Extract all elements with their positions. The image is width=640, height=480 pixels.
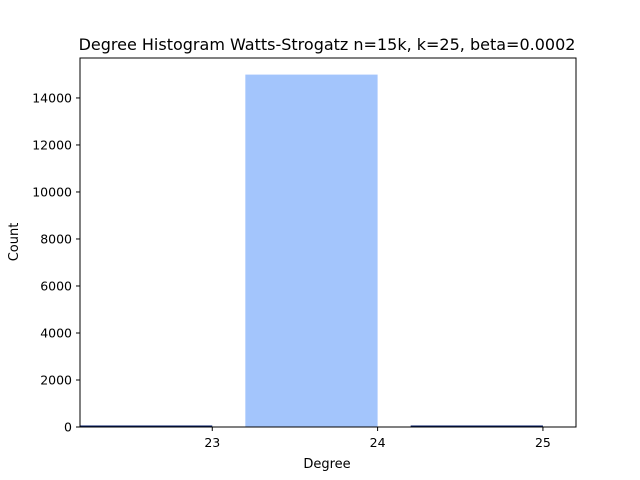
y-tick-label: 0 (64, 420, 72, 435)
y-tick-label: 8000 (40, 231, 72, 246)
y-tick-label: 12000 (32, 137, 72, 152)
plot-frame (79, 57, 577, 428)
histogram-bar-3 (410, 425, 543, 427)
y-tick-label: 2000 (40, 372, 72, 387)
x-axis-label: Degree (303, 457, 350, 472)
y-tick-label: 4000 (40, 325, 72, 340)
histogram-bar-1 (80, 425, 213, 427)
y-axis-label: Count (7, 223, 22, 262)
y-tick-label: 14000 (32, 90, 72, 105)
bars-layer (80, 74, 543, 427)
y-tick-label: 10000 (32, 184, 72, 199)
x-tick-label: 25 (535, 435, 551, 450)
x-axis-ticks: 23 24 25 (204, 427, 551, 450)
histogram-bar-2 (245, 74, 378, 427)
x-tick-label: 23 (204, 435, 220, 450)
x-tick-label: 24 (370, 435, 386, 450)
chart-title: Degree Histogram Watts-Strogatz n=15k, k… (79, 35, 576, 54)
y-tick-label: 6000 (40, 278, 72, 293)
y-axis-ticks: 0 2000 4000 6000 8000 10000 12000 14000 (32, 90, 80, 435)
